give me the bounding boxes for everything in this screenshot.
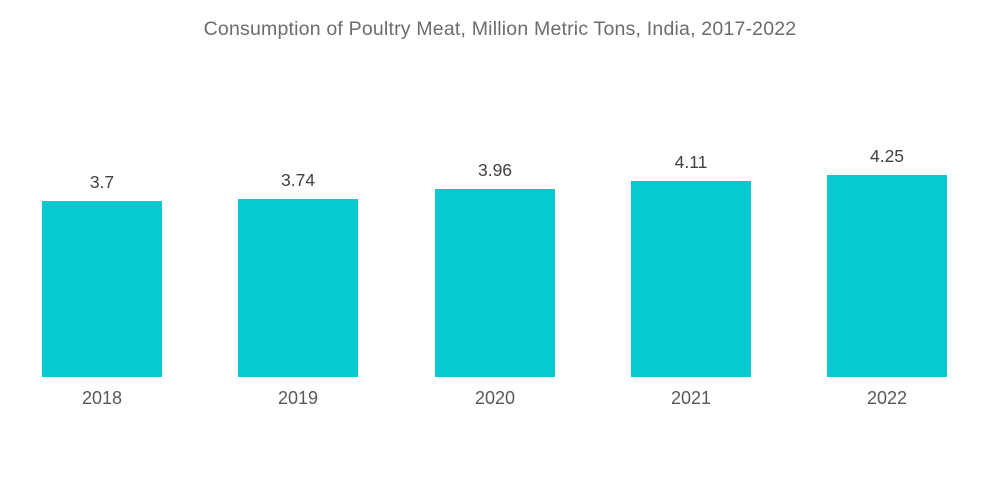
bar-category-label: 2019	[238, 388, 358, 409]
bar-group: 3.74 2019	[238, 0, 358, 504]
bar-category-label: 2020	[435, 388, 555, 409]
bar-group: 4.25 2022	[827, 0, 947, 504]
bar-value-label: 3.96	[435, 160, 555, 181]
bar-group: 3.7 2018	[42, 0, 162, 504]
bar	[631, 181, 751, 377]
bar-value-label: 3.74	[238, 170, 358, 191]
bar-value-label: 4.25	[827, 146, 947, 167]
plot-area: 3.7 2018 3.74 2019 3.96 2020 4.11 2021 4.25 2022	[0, 0, 1000, 504]
bar-category-label: 2018	[42, 388, 162, 409]
bar-value-label: 3.7	[42, 172, 162, 193]
bar	[42, 201, 162, 377]
bar-category-label: 2022	[827, 388, 947, 409]
bar-group: 3.96 2020	[435, 0, 555, 504]
bar	[827, 175, 947, 377]
bar-category-label: 2021	[631, 388, 751, 409]
bar-value-label: 4.11	[631, 152, 751, 173]
bar	[238, 199, 358, 377]
chart-canvas: Consumption of Poultry Meat, Million Met…	[0, 0, 1000, 504]
bar	[435, 189, 555, 377]
bar-group: 4.11 2021	[631, 0, 751, 504]
